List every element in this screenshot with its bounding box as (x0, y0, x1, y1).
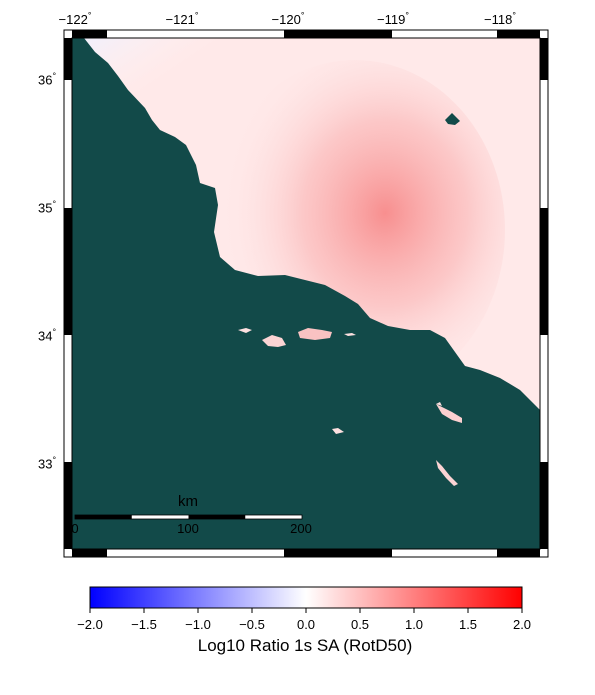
colorbar-title: Log10 Ratio 1s SA (RotD50) (197, 636, 413, 655)
san-miguel-island (238, 328, 252, 333)
lon-label: −118° (484, 10, 516, 27)
san-clemente-island (436, 460, 458, 486)
colorbar-tick-label: 0.0 (296, 617, 316, 632)
colorbar-tick-label: −1.5 (131, 617, 157, 632)
colorbar-tick-label: −0.5 (239, 617, 265, 632)
frame-tick-band (64, 462, 72, 549)
frame-tick-band (64, 38, 72, 80)
frame-tick-band (72, 30, 107, 38)
colorbar-tick-label: 0.5 (350, 617, 370, 632)
frame-tick-band (540, 208, 548, 335)
santa-cruz-island (298, 328, 332, 340)
lat-label: 36° (38, 71, 57, 88)
inland-lake (445, 113, 460, 125)
colorbar-gradient (89, 586, 523, 609)
santa-rosa-island (262, 335, 286, 347)
frame-tick-band (540, 38, 548, 80)
colorbar-tick-label: −2.0 (77, 617, 103, 632)
lon-label: −122° (58, 10, 92, 27)
lon-label: −121° (165, 10, 199, 27)
ocean (72, 38, 540, 549)
colorbar-tick-label: 1.5 (458, 617, 478, 632)
scale-bar-tick-label: 100 (177, 521, 199, 536)
frame-tick-band (64, 208, 72, 335)
lon-label: −120° (271, 10, 305, 27)
frame-tick-band (284, 549, 392, 557)
colorbar-tick-label: −1.0 (185, 617, 211, 632)
frame-tick-band (540, 462, 548, 549)
frame-ticks (64, 30, 548, 557)
frame-tick-band (284, 30, 392, 38)
scale-bar-tick-label: 200 (290, 521, 312, 536)
lat-label: 35° (38, 199, 57, 216)
san-nicolas-island (332, 428, 344, 434)
anacapa-island (344, 333, 356, 336)
frame-tick-band (497, 30, 540, 38)
scale-bar-segment (75, 515, 132, 519)
colorbar-ticks (89, 608, 523, 613)
lat-label: 34° (38, 327, 57, 344)
frame-tick-band (497, 549, 540, 557)
colorbar-tick-label: 1.0 (404, 617, 424, 632)
scale-bar-segment (188, 515, 246, 519)
frame-tick-band (72, 549, 107, 557)
lat-label: 33° (38, 455, 57, 472)
colorbar-tick-label: 2.0 (512, 617, 532, 632)
lon-label: −119° (377, 10, 409, 27)
santa-barbara-island (436, 402, 442, 406)
scale-bar-unit: km (178, 493, 198, 510)
santa-catalina-island (436, 404, 462, 423)
scale-bar-tick-label: 0 (71, 521, 79, 536)
